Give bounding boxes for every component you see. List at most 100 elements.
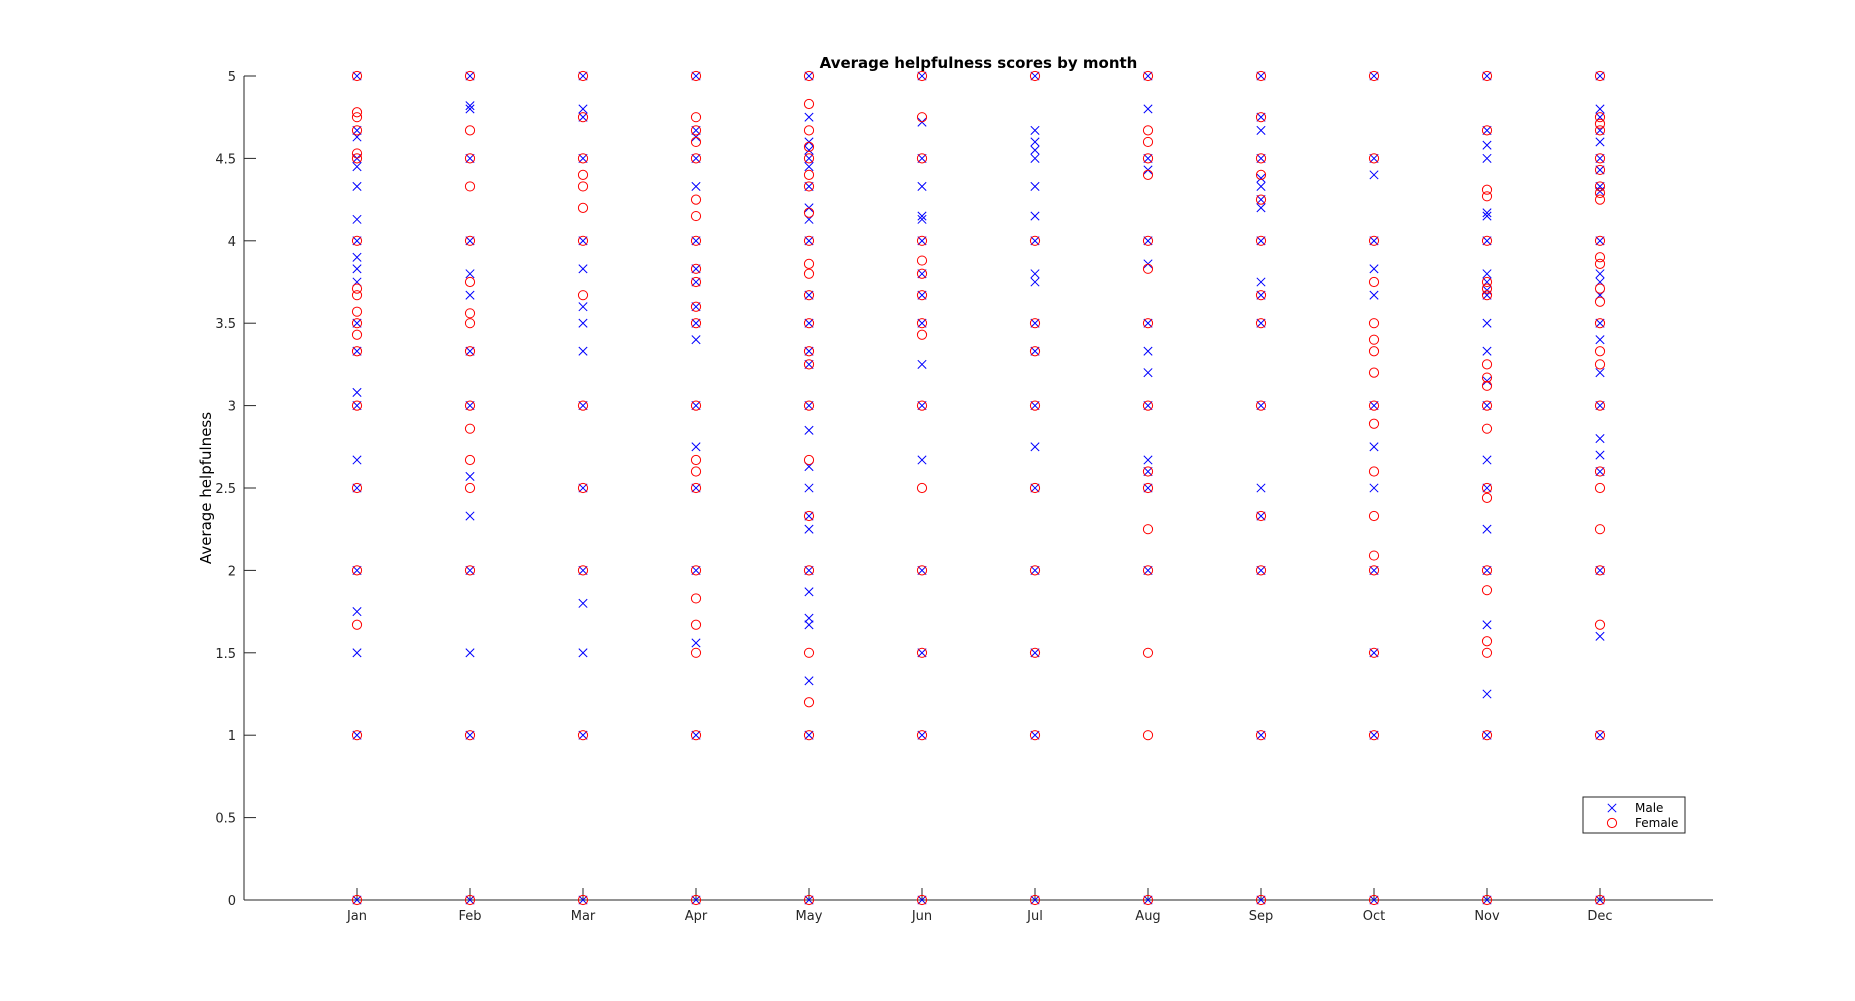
female-point (1481, 647, 1493, 658)
female-point (690, 235, 702, 246)
female-point (1594, 70, 1606, 82)
male-point (1595, 269, 1605, 279)
male-point (804, 895, 814, 905)
female-point (1255, 194, 1267, 205)
female-point (803, 565, 815, 576)
female-point (577, 290, 589, 301)
male-point (465, 153, 475, 163)
male-point (804, 730, 814, 740)
male-point (804, 318, 814, 328)
female-point (1481, 184, 1493, 195)
female-point (690, 466, 702, 477)
female-point (916, 318, 928, 329)
y-tick-label: 2 (228, 564, 236, 579)
female-point (803, 169, 815, 180)
male-point (1482, 318, 1492, 328)
female-point (803, 258, 815, 269)
x-tick-label: Feb (458, 909, 481, 924)
plot-area: 0 0.5 1 1.5 2 2.5 3 3.5 4 4.5 5 Jan Feb Mar Apr May Jun… (215, 70, 1713, 924)
female-point (464, 482, 476, 494)
female-point (1029, 482, 1041, 494)
x-tick-label: Dec (1587, 909, 1612, 924)
y-tick-label: 3 (228, 400, 236, 415)
female-point (690, 593, 702, 604)
x-tick-label: Oct (1363, 909, 1385, 924)
y-tick-label: 4 (228, 235, 236, 250)
y-tick-label: 0.5 (215, 812, 236, 827)
male-point (352, 387, 362, 397)
y-tick-label: 0 (228, 894, 236, 909)
male-point (691, 153, 701, 163)
male-point (352, 730, 362, 740)
x-axis-ticks: Jan Feb Mar Apr May Jun Jul Aug Sep Oct Nov Dec (346, 888, 1613, 924)
male-point (917, 153, 927, 163)
male-point (917, 290, 927, 300)
female-point (1481, 565, 1493, 576)
female-point (1029, 565, 1041, 576)
female-point (1142, 235, 1154, 246)
chart-title: Average helpfulness scores by month (820, 54, 1138, 72)
male-point (465, 71, 475, 81)
male-point (917, 648, 927, 658)
female-point (1481, 372, 1493, 383)
male-point (1482, 125, 1492, 135)
male-point (1595, 137, 1605, 147)
female-point (916, 894, 928, 906)
female-point (351, 306, 363, 317)
male-point (1482, 346, 1492, 356)
female-point (1029, 346, 1041, 357)
female-point (1594, 565, 1606, 576)
male-point (352, 264, 362, 274)
male-point (1030, 277, 1040, 287)
male-point (691, 71, 701, 81)
male-point (691, 638, 701, 648)
female-point (916, 647, 928, 658)
female-point (916, 565, 928, 576)
male-point (691, 181, 701, 191)
female-point (1368, 153, 1380, 164)
male-point (1030, 895, 1040, 905)
female-point (803, 125, 815, 136)
male-point (1482, 208, 1492, 218)
female-point (690, 482, 702, 494)
legend-male-marker (1607, 803, 1617, 813)
male-point (1482, 895, 1492, 905)
male-point (1482, 401, 1492, 411)
male-point (804, 565, 814, 575)
male-point (1030, 269, 1040, 279)
male-point (1030, 137, 1040, 147)
male-point (352, 607, 362, 617)
female-point (464, 318, 476, 329)
male-point (1369, 236, 1379, 246)
female-point (351, 70, 363, 82)
female-point (1594, 164, 1606, 176)
male-point (1143, 466, 1153, 477)
male-point (804, 290, 814, 300)
female-point (690, 153, 702, 164)
female-point (577, 153, 589, 164)
male-point (1595, 104, 1605, 114)
male-point (465, 648, 475, 658)
female-point (1594, 619, 1606, 630)
female-point (1255, 730, 1267, 741)
female-point (1594, 400, 1606, 411)
female-point (690, 125, 702, 136)
male-point (691, 401, 701, 411)
male-point (917, 214, 927, 224)
male-point (917, 359, 927, 369)
male-point (917, 236, 927, 246)
male-point (1256, 565, 1266, 575)
male-point (352, 565, 362, 575)
female-point (577, 112, 589, 123)
male-point (804, 587, 814, 597)
female-point (803, 98, 815, 110)
male-point (1482, 140, 1492, 150)
male-point (578, 104, 588, 114)
male-point (917, 401, 927, 411)
male-point (917, 181, 927, 191)
male-point (1369, 730, 1379, 740)
male-point (352, 214, 362, 224)
male-point (691, 318, 701, 328)
female-point (916, 235, 928, 246)
female-point (1255, 235, 1267, 246)
